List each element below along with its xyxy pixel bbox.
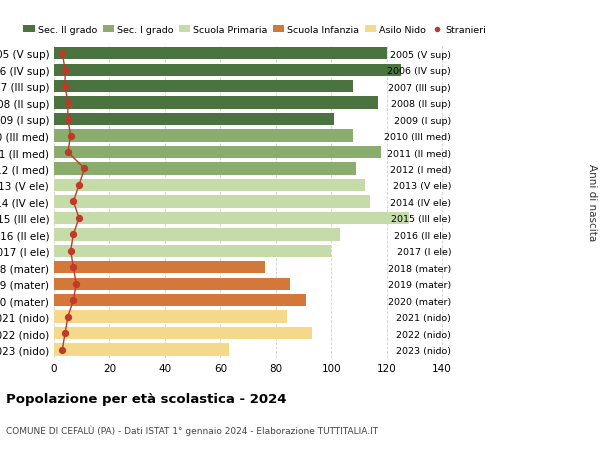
Point [66,133,76,140]
Point [71,280,81,288]
Bar [54,163,356,175]
Bar [54,294,306,307]
Point [80,165,89,173]
Point [66,247,76,255]
Bar [54,229,340,241]
Bar [54,130,353,142]
Bar [54,146,381,159]
Point [74,182,84,189]
Bar [54,344,229,356]
Point [68,264,78,271]
Bar [54,245,331,257]
Bar [54,81,353,93]
Bar [54,311,287,323]
Point [68,231,78,239]
Bar [54,196,370,208]
Point [63,313,73,321]
Text: Popolazione per età scolastica - 2024: Popolazione per età scolastica - 2024 [6,392,287,405]
Point [60,83,70,90]
Point [60,67,70,74]
Point [58,346,67,353]
Bar [54,327,312,340]
Point [63,116,73,123]
Point [74,215,84,222]
Bar [54,48,386,60]
Point [68,198,78,206]
Point [63,100,73,107]
Point [63,149,73,157]
Text: Anni di nascita: Anni di nascita [587,163,597,241]
Bar [54,114,334,126]
Point [58,50,67,58]
Bar [54,97,379,110]
Text: COMUNE DI CEFALÙ (PA) - Dati ISTAT 1° gennaio 2024 - Elaborazione TUTTITALIA.IT: COMUNE DI CEFALÙ (PA) - Dati ISTAT 1° ge… [6,425,378,435]
Bar [54,64,401,77]
Bar [54,262,265,274]
Bar [54,278,290,290]
Point [60,330,70,337]
Bar [54,212,409,224]
Point [68,297,78,304]
Legend: Sec. II grado, Sec. I grado, Scuola Primaria, Scuola Infanzia, Asilo Nido, Stran: Sec. II grado, Sec. I grado, Scuola Prim… [23,26,487,35]
Bar [54,179,365,192]
